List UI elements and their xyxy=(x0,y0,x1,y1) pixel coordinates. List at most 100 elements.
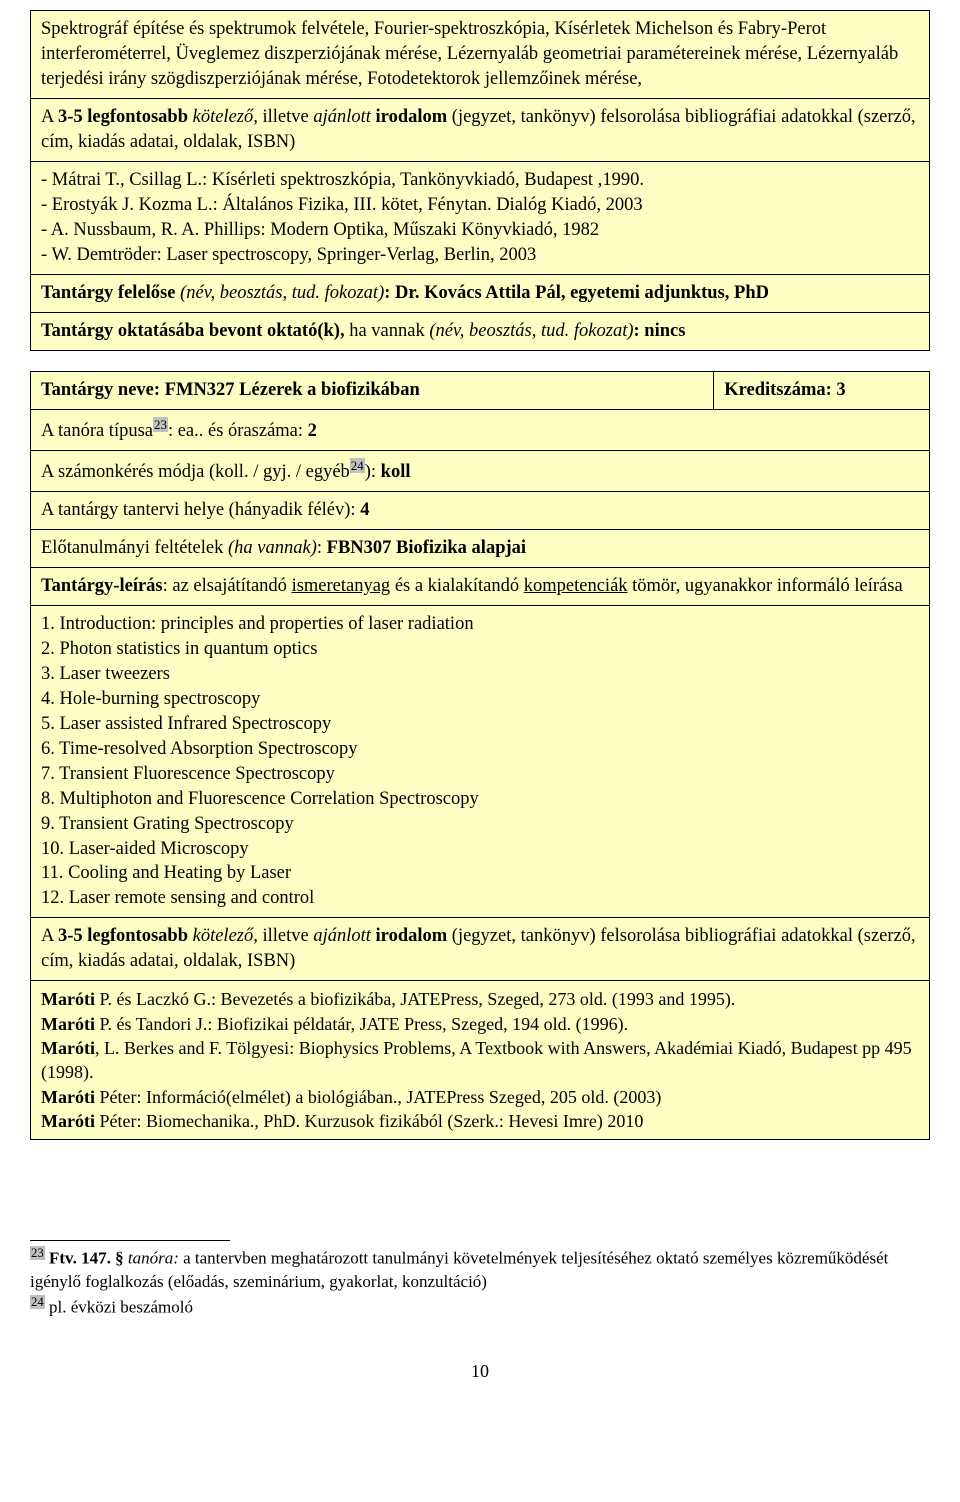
desc-end: tömör, ugyanakkor informáló leírása xyxy=(628,576,903,596)
lit-b: 3-5 legfontosabb xyxy=(58,107,193,127)
lit-a: A xyxy=(41,107,58,127)
ref2-r: Péter: Információ(elmélet) a biológiában… xyxy=(95,1087,661,1107)
fn23-num: 23 xyxy=(30,1246,45,1260)
course2-table: Tantárgy neve: FMN327 Lézerek a biofizik… xyxy=(30,371,930,1140)
credit-value: 3 xyxy=(836,380,845,400)
topic-line: 6. Time-resolved Absorption Spectroscopy xyxy=(41,737,919,762)
ref2-b: Maróti xyxy=(41,1038,95,1058)
lit-e: ajánlott xyxy=(313,107,371,127)
ref2-r: Péter: Biomechanika., PhD. Kurzusok fizi… xyxy=(95,1111,643,1131)
instructors-note: ha vannak xyxy=(349,321,429,341)
ref2-line: Maróti P. és Tandori J.: Biofizikai péld… xyxy=(41,1012,919,1036)
course1-ref0: - Mátrai T., Csillag L.: Kísérleti spekt… xyxy=(41,168,919,193)
fn24-num: 24 xyxy=(30,1295,45,1309)
fn23-i: tanóra: xyxy=(124,1249,179,1268)
lit-d: illetve xyxy=(258,107,313,127)
topic-line: 1. Introduction: principles and properti… xyxy=(41,612,919,637)
course1-refs-cell: - Mátrai T., Csillag L.: Kísérleti spekt… xyxy=(31,161,930,274)
ref2-r: P. és Tandori J.: Biofizikai példatár, J… xyxy=(95,1014,628,1034)
tanora-label: A tanóra típusa xyxy=(41,421,153,441)
desc-label: Tantárgy-leírás xyxy=(41,576,163,596)
ref2-r: P. és Laczkó G.: Bevezetés a biofizikába… xyxy=(95,989,735,1009)
lit-c: kötelező, xyxy=(193,107,258,127)
page-number: 10 xyxy=(30,1359,930,1383)
footnote-23: 23 Ftv. 147. § tanóra: a tantervben megh… xyxy=(30,1245,930,1294)
course2-name-cell: Tantárgy neve: FMN327 Lézerek a biofizik… xyxy=(31,371,714,409)
fn24-rest: pl. évközi beszámoló xyxy=(45,1297,193,1316)
responsible-colon: : xyxy=(384,283,395,303)
course2-desc-cell: Tantárgy-leírás: az elsajátítandó ismere… xyxy=(31,567,930,605)
prereq-label: Előtanulmányi feltételek xyxy=(41,538,228,558)
course2-credit-cell: Kreditszáma: 3 xyxy=(714,371,930,409)
course1-table: Spektrográf építése és spektrumok felvét… xyxy=(30,10,930,351)
tanora-hours-label: és óraszáma: xyxy=(208,421,308,441)
credit-label: Kreditszáma: xyxy=(724,380,836,400)
topic-line: 12. Laser remote sensing and control xyxy=(41,886,919,911)
lit2-d: illetve xyxy=(258,926,313,946)
ref2-line: Maróti P. és Laczkó G.: Bevezetés a biof… xyxy=(41,987,919,1011)
topic-line: 5. Laser assisted Infrared Spectroscopy xyxy=(41,712,919,737)
course1-ref2: - A. Nussbaum, R. A. Phillips: Modern Op… xyxy=(41,218,919,243)
instructors-paren: (név, beosztás, tud. fokozat) xyxy=(429,321,633,341)
assess-sup: 24 xyxy=(350,458,365,473)
topic-line: 8. Multiphoton and Fluorescence Correlat… xyxy=(41,787,919,812)
ref2-b: Maróti xyxy=(41,989,95,1009)
semester-label: A tantárgy tantervi helye (hányadik félé… xyxy=(41,500,360,520)
tanora-hours-value: 2 xyxy=(308,421,317,441)
course2-prereq-cell: Előtanulmányi feltételek (ha vannak): FB… xyxy=(31,529,930,567)
desc-text: : az elsajátítandó xyxy=(163,576,292,596)
footnotes: 23 Ftv. 147. § tanóra: a tantervben megh… xyxy=(30,1240,930,1319)
course1-responsible-cell: Tantárgy felelőse (név, beosztás, tud. f… xyxy=(31,274,930,312)
responsible-note: (név, beosztás, tud. fokozat) xyxy=(180,283,384,303)
lit2-a: A xyxy=(41,926,58,946)
lit2-c: kötelező, xyxy=(193,926,258,946)
assess-value: koll xyxy=(381,462,411,482)
lit2-f: irodalom xyxy=(371,926,452,946)
lit-f: irodalom xyxy=(371,107,452,127)
topic-line: 3. Laser tweezers xyxy=(41,662,919,687)
responsible-label: Tantárgy felelőse xyxy=(41,283,180,303)
course2-refs-cell: Maróti P. és Laczkó G.: Bevezetés a biof… xyxy=(31,981,930,1140)
course1-desc: Spektrográf építése és spektrumok felvét… xyxy=(41,17,919,92)
lit2-e: ajánlott xyxy=(313,926,371,946)
ref2-line: Maróti Péter: Biomechanika., PhD. Kurzus… xyxy=(41,1109,919,1133)
footnote-24: 24 pl. évközi beszámoló xyxy=(30,1294,930,1320)
ref2-b: Maróti xyxy=(41,1111,95,1131)
instructors-value: nincs xyxy=(644,321,685,341)
lit2-b: 3-5 legfontosabb xyxy=(58,926,193,946)
name-label: Tantárgy neve: xyxy=(41,380,165,400)
topic-line: 2. Photon statistics in quantum optics xyxy=(41,637,919,662)
semester-value: 4 xyxy=(360,500,369,520)
course2-lit-heading-cell: A 3-5 legfontosabb kötelező, illetve ajá… xyxy=(31,918,930,981)
course2-assess-cell: A számonkérés módja (koll. / gyj. / egyé… xyxy=(31,450,930,491)
ref2-line: Maróti Péter: Információ(elmélet) a biol… xyxy=(41,1085,919,1109)
course2-tanora-cell: A tanóra típusa23: ea.. és óraszáma: 2 xyxy=(31,409,930,450)
prereq-colon: : xyxy=(317,538,327,558)
course1-instructors-cell: Tantárgy oktatásába bevont oktató(k), ha… xyxy=(31,312,930,350)
footnote-rule xyxy=(30,1240,230,1241)
ref2-b: Maróti xyxy=(41,1087,95,1107)
course1-lit-heading-cell: A 3-5 legfontosabb kötelező, illetve ajá… xyxy=(31,98,930,161)
assess-colon: ): xyxy=(365,462,381,482)
topic-line: 7. Transient Fluorescence Spectroscopy xyxy=(41,762,919,787)
topic-line: 9. Transient Grating Spectroscopy xyxy=(41,812,919,837)
course1-desc-cell: Spektrográf építése és spektrumok felvét… xyxy=(31,11,930,99)
course1-ref3: - W. Demtröder: Laser spectroscopy, Spri… xyxy=(41,243,919,268)
desc-u2: kompetenciák xyxy=(524,576,628,596)
responsible-value: Dr. Kovács Attila Pál, egyetemi adjunktu… xyxy=(395,283,769,303)
ref2-line: Maróti, L. Berkes and F. Tölgyesi: Bioph… xyxy=(41,1036,919,1085)
ref2-r: , L. Berkes and F. Tölgyesi: Biophysics … xyxy=(41,1038,912,1082)
course2-topics-cell: 1. Introduction: principles and properti… xyxy=(31,605,930,918)
prereq-note: (ha vannak) xyxy=(228,538,317,558)
topic-line: 11. Cooling and Heating by Laser xyxy=(41,861,919,886)
name-value: FMN327 Lézerek a biofizikában xyxy=(165,380,420,400)
course1-ref1: - Erostyák J. Kozma L.: Általános Fizika… xyxy=(41,193,919,218)
desc-mid: és a kialakítandó xyxy=(390,576,524,596)
desc-u1: ismeretanyag xyxy=(292,576,391,596)
course2-semester-cell: A tantárgy tantervi helye (hányadik félé… xyxy=(31,491,930,529)
tanora-sup: 23 xyxy=(153,417,168,432)
instructors-label: Tantárgy oktatásába bevont oktató(k), xyxy=(41,321,349,341)
instructors-colon: : xyxy=(634,321,645,341)
ref2-b: Maróti xyxy=(41,1014,95,1034)
topic-line: 10. Laser-aided Microscopy xyxy=(41,837,919,862)
